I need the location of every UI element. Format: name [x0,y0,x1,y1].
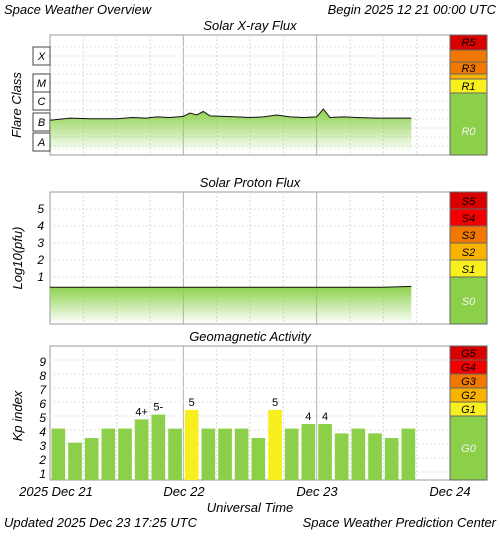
xray-tick-c: C [38,96,46,108]
scale-g5-label: G5 [461,348,477,360]
proton-flux-line [50,285,412,288]
kp-tick-4: 4 [39,425,46,439]
time-tick-dec22: Dec 22 [163,484,205,499]
scale-s0 [449,276,488,325]
time-tick-dec21: 2025 Dec 21 [18,484,93,499]
proton-title: Solar Proton Flux [200,175,301,190]
kp-bar-label: 4+ [135,406,148,418]
kp-bar [351,428,366,480]
proton-ylabel: Log10(pfu) [10,227,25,290]
kp-bar [134,419,149,480]
proton-tick-3: 3 [37,236,44,250]
scale-s4-label: S4 [462,213,475,225]
geomag-ylabel: Kp index [10,390,25,441]
kp-bar [284,428,299,480]
kp-bar [401,428,416,480]
scale-s1-label: S1 [462,264,475,276]
proton-tick-2: 2 [36,253,44,267]
scale-g2-label: G2 [461,390,476,402]
proton-tick-1: 1 [37,270,44,284]
scale-r3-label: R3 [461,63,476,75]
geomag-title: Geomagnetic Activity [189,329,312,344]
kp-bar [68,442,82,480]
kp-bar [84,438,99,480]
time-axis-label: Universal Time [207,500,294,515]
kp-tick-7: 7 [39,383,47,397]
proton-tick-4: 4 [37,219,44,233]
kp-bar [334,433,349,480]
scale-s3-label: S3 [462,230,476,242]
kp-bar [301,424,316,480]
kp-bar-label: 4 [322,411,328,423]
kp-bar [234,428,249,480]
updated-time: Updated 2025 Dec 23 17:25 UTC [4,515,198,530]
kp-tick-1: 1 [39,467,46,481]
kp-bar [151,414,166,480]
kp-tick-9: 9 [39,355,46,369]
kp-tick-3: 3 [39,439,46,453]
scale-g0-label: G0 [461,443,477,455]
scale-g0 [449,415,488,481]
xray-class-ticks: X M C B A [32,46,51,152]
xray-flux-line [49,108,412,121]
page-title: Space Weather Overview [4,2,153,17]
xray-scale-column: R5 R3 R1 R0 [449,34,488,156]
scale-r1-label: R1 [461,81,475,93]
scale-g3-label: G3 [461,376,477,388]
scale-s2-label: S2 [462,247,475,259]
geomag-scale-column: G5 G4 G3 G2 G1 G0 [449,345,488,481]
xray-flux-fill [50,109,412,150]
kp-bar [118,428,132,480]
kp-bar [268,410,282,480]
kp-tick-5: 5 [39,411,46,425]
xray-tick-b: B [38,117,45,129]
kp-bar [184,410,199,480]
scale-r5-label: R5 [461,37,476,49]
scale-s5-label: S5 [462,196,476,208]
scale-r0-label: R0 [461,126,476,138]
scale-g1-label: G1 [461,404,476,416]
xray-tick-x: X [37,51,46,63]
xray-ylabel: Flare Class [9,72,24,138]
kp-bar [51,428,66,480]
kp-bars: 4+ 5- 5 5 4 4 [51,397,416,480]
kp-bar [318,424,332,480]
kp-bar [218,428,232,480]
proton-series [50,285,412,322]
prediction-center: Space Weather Prediction Center [303,515,497,530]
xray-tick-m: M [37,78,47,90]
xray-series [49,108,412,150]
kp-tick-8: 8 [39,369,46,383]
proton-scale-column: S5 S4 S3 S2 S1 S0 [449,191,488,325]
kp-bar-label: 5 [189,397,195,409]
time-tick-dec24: Dec 24 [429,484,470,499]
proton-y-ticks: 5 4 3 2 1 [36,202,44,284]
proton-flux-fill [50,286,412,322]
kp-bar-label: 5 [272,397,278,409]
kp-y-ticks: 9 8 7 6 5 4 3 2 1 [38,355,47,481]
time-tick-dec23: Dec 23 [296,484,338,499]
begin-time: Begin 2025 12 21 00:00 UTC [328,2,497,17]
scale-r4 [449,49,488,63]
time-axis: 2025 Dec 21 Dec 22 Dec 23 Dec 24 Univers… [18,484,470,515]
scale-r0 [449,92,488,156]
kp-bar [168,428,182,480]
xray-title: Solar X-ray Flux [203,18,297,33]
kp-bar [368,433,382,480]
kp-bar [384,438,399,480]
kp-bar [101,428,116,480]
proton-tick-5: 5 [37,202,44,216]
kp-bar [251,438,266,480]
kp-bar-label: 5- [153,402,163,414]
kp-bar-label: 4 [305,411,311,423]
scale-s0-label: S0 [462,296,476,308]
kp-tick-2: 2 [38,453,46,467]
kp-tick-6: 6 [39,397,46,411]
scale-g4-label: G4 [461,362,476,374]
kp-bar [201,428,216,480]
xray-tick-a: A [37,137,45,149]
